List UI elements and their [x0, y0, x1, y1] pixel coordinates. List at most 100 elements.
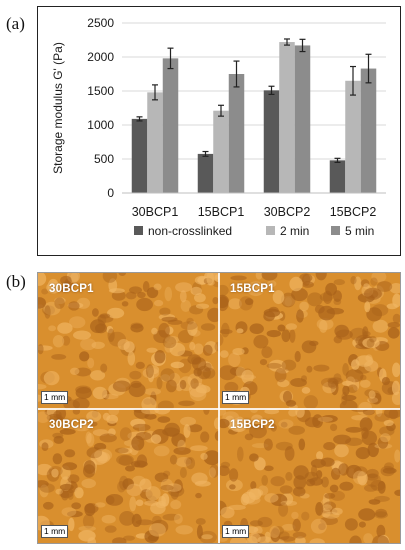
pore	[267, 280, 277, 288]
pore	[60, 483, 74, 491]
pore	[285, 471, 293, 481]
pore	[366, 338, 375, 348]
pore	[83, 460, 96, 474]
y-tick-label: 2500	[87, 16, 114, 30]
pore	[270, 528, 281, 543]
pore	[236, 328, 244, 334]
pore	[52, 432, 64, 439]
pore	[129, 496, 137, 512]
pore	[277, 324, 286, 332]
pore	[57, 322, 73, 334]
micrograph-texture	[38, 409, 219, 543]
pore	[178, 358, 192, 374]
pore	[251, 414, 263, 425]
pore	[119, 511, 135, 526]
pore	[128, 382, 146, 398]
pore	[219, 329, 233, 335]
pore	[324, 493, 336, 499]
pore	[118, 455, 133, 466]
pore	[333, 434, 352, 445]
pore	[213, 417, 219, 430]
pore	[278, 502, 289, 517]
pore	[141, 409, 159, 415]
pore	[310, 518, 327, 534]
pore	[289, 329, 296, 343]
pore	[269, 525, 280, 538]
pore	[232, 348, 245, 356]
pore	[160, 368, 175, 382]
pore	[249, 423, 267, 439]
pore	[228, 352, 241, 367]
pore	[330, 467, 341, 480]
pore	[363, 287, 382, 300]
pore	[131, 435, 145, 451]
pore	[372, 535, 389, 543]
pore	[387, 322, 400, 328]
panel-b-label: (b)	[6, 272, 26, 291]
pore	[41, 288, 49, 295]
pore	[278, 419, 294, 429]
bar	[228, 74, 245, 193]
pore	[280, 500, 298, 506]
pore	[118, 447, 133, 455]
pore	[43, 371, 60, 386]
pore	[190, 445, 208, 452]
bar	[263, 90, 280, 193]
pore	[61, 507, 77, 517]
pore	[115, 447, 129, 454]
storage-modulus-chart: 0 500 1000 1500 2000 2500 Storage modulus G' (…	[51, 16, 386, 238]
pore	[82, 513, 95, 529]
y-tick-label: 500	[94, 152, 114, 166]
pore	[135, 499, 144, 507]
pore	[86, 433, 95, 447]
pore	[334, 324, 349, 338]
pore	[161, 316, 178, 322]
pore	[319, 319, 328, 333]
pore	[358, 521, 366, 528]
pore	[145, 486, 161, 501]
y-tick-label: 1000	[87, 118, 114, 132]
pore	[266, 362, 282, 369]
pore	[156, 376, 163, 390]
pore	[391, 391, 400, 405]
pore	[299, 301, 309, 312]
pore	[333, 279, 345, 286]
pore	[261, 273, 278, 281]
pore	[170, 499, 182, 510]
pore	[60, 489, 69, 498]
pore	[157, 416, 171, 423]
pore	[38, 297, 46, 309]
pore	[331, 507, 343, 516]
pore	[263, 465, 274, 472]
pore	[52, 453, 63, 465]
pore	[327, 378, 339, 389]
pore	[285, 323, 297, 330]
micrograph-texture	[219, 409, 400, 543]
pore	[383, 409, 400, 419]
pore	[43, 501, 54, 510]
pore	[146, 347, 158, 353]
pore	[203, 409, 210, 415]
pore	[219, 350, 229, 358]
pore	[135, 361, 145, 369]
micrograph-label: 15BCP1	[230, 283, 275, 295]
pore	[370, 277, 378, 286]
bar	[162, 58, 179, 193]
pore	[302, 281, 314, 288]
pore	[51, 354, 67, 360]
pore	[180, 321, 198, 330]
pore	[309, 340, 319, 346]
pore	[339, 481, 354, 491]
pore	[148, 523, 166, 537]
pore	[154, 350, 166, 364]
pore	[208, 467, 216, 478]
pore	[316, 470, 323, 479]
x-tick-label: 30BCP1	[132, 205, 179, 219]
micrograph-texture	[219, 273, 400, 409]
micrograph-grid: 30BCP1 1 mm 15BCP1 1 mm 30BCP2 1 mm 15BC…	[37, 272, 401, 544]
pore	[90, 370, 106, 381]
pore	[318, 305, 335, 321]
pore	[147, 534, 159, 542]
pore	[202, 344, 213, 356]
pore	[147, 369, 155, 383]
